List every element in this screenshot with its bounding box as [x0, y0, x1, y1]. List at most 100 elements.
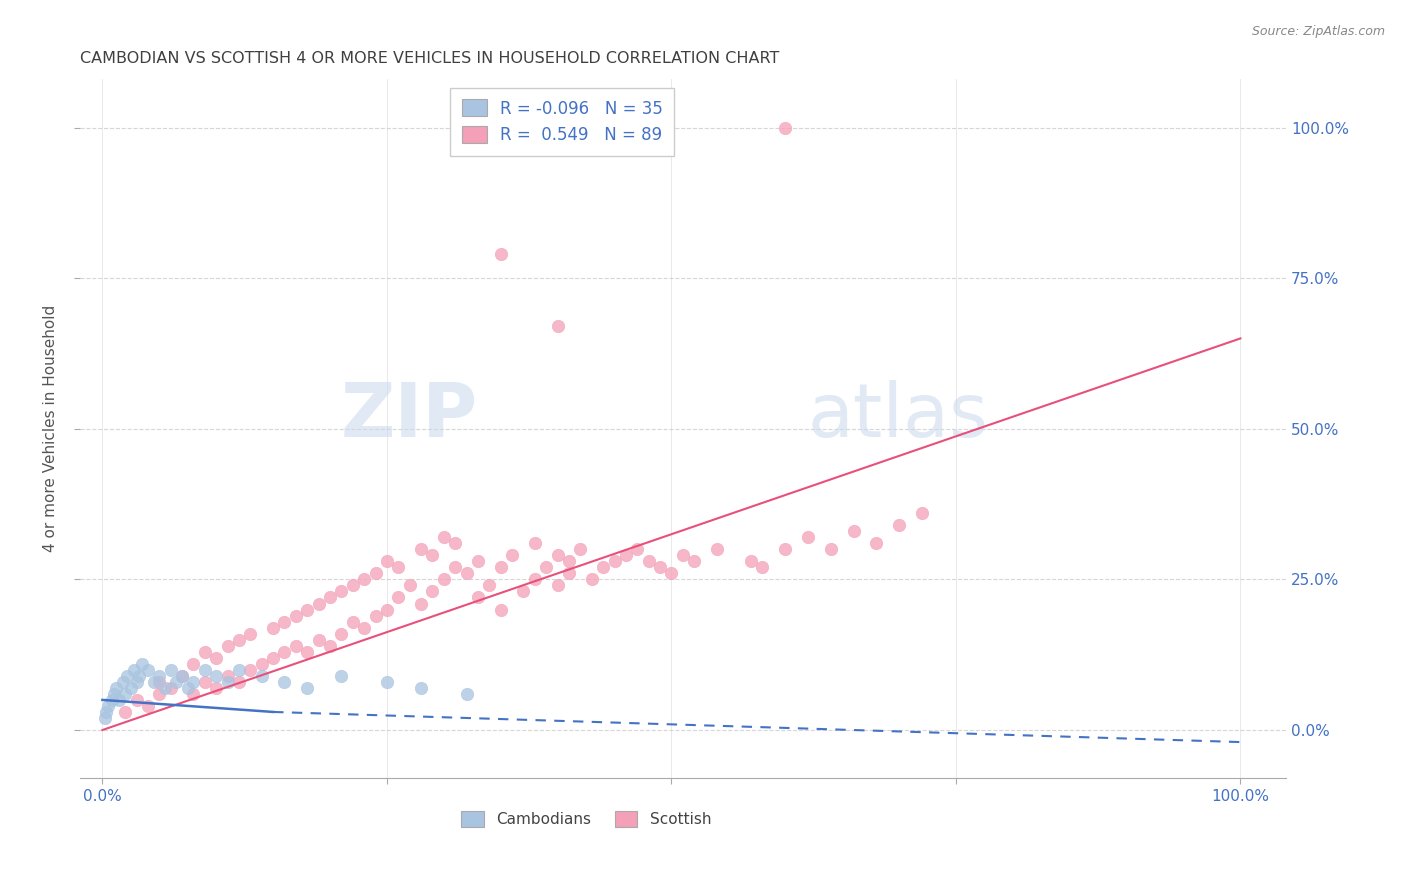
Point: [614, 549, 637, 563]
Point: [194, 674, 217, 689]
Point: [433, 573, 456, 587]
Point: [478, 578, 501, 592]
Point: [319, 639, 342, 653]
Point: [148, 674, 170, 689]
Point: [433, 530, 456, 544]
Point: [124, 663, 146, 677]
Point: [375, 602, 398, 616]
Point: [136, 698, 159, 713]
Point: [603, 554, 626, 568]
Point: [97, 698, 120, 713]
Point: [489, 602, 512, 616]
Point: [887, 518, 910, 533]
Point: [228, 663, 250, 677]
Point: [637, 554, 659, 568]
Point: [262, 621, 284, 635]
Point: [489, 560, 512, 574]
Point: [740, 554, 762, 568]
Point: [661, 566, 683, 581]
Point: [111, 674, 134, 689]
Point: [183, 674, 205, 689]
Point: [148, 669, 170, 683]
Point: [581, 573, 603, 587]
Point: [547, 549, 569, 563]
Point: [536, 560, 558, 574]
Point: [205, 650, 228, 665]
Point: [105, 681, 128, 695]
Point: [94, 705, 117, 719]
Point: [128, 669, 150, 683]
Point: [297, 602, 319, 616]
Point: [398, 578, 420, 592]
Text: ZIP: ZIP: [340, 380, 478, 453]
Point: [170, 669, 193, 683]
Point: [569, 542, 592, 557]
Point: [228, 674, 250, 689]
Point: [773, 120, 796, 135]
Point: [239, 626, 262, 640]
Point: [262, 650, 284, 665]
Point: [558, 554, 581, 568]
Point: [250, 669, 273, 683]
Point: [183, 687, 205, 701]
Point: [125, 693, 148, 707]
Point: [108, 693, 131, 707]
Point: [165, 674, 187, 689]
Point: [820, 542, 842, 557]
Point: [558, 566, 581, 581]
Point: [422, 584, 444, 599]
Point: [456, 566, 478, 581]
Point: [103, 687, 125, 701]
Y-axis label: 4 or more Vehicles in Household: 4 or more Vehicles in Household: [44, 305, 58, 552]
Point: [797, 530, 820, 544]
Legend: Cambodians, Scottish: Cambodians, Scottish: [456, 805, 717, 833]
Point: [194, 645, 217, 659]
Point: [409, 542, 432, 557]
Point: [353, 621, 375, 635]
Point: [364, 608, 387, 623]
Point: [153, 681, 176, 695]
Point: [114, 705, 136, 719]
Point: [364, 566, 387, 581]
Point: [444, 536, 467, 550]
Point: [159, 681, 181, 695]
Text: atlas: atlas: [808, 380, 988, 453]
Point: [523, 536, 546, 550]
Point: [409, 681, 432, 695]
Point: [547, 319, 569, 334]
Point: [842, 524, 865, 539]
Point: [205, 669, 228, 683]
Point: [353, 573, 375, 587]
Point: [250, 657, 273, 671]
Point: [114, 687, 136, 701]
Point: [284, 608, 307, 623]
Point: [512, 584, 534, 599]
Point: [142, 674, 165, 689]
Point: [117, 669, 139, 683]
Point: [273, 674, 295, 689]
Point: [239, 663, 262, 677]
Point: [342, 615, 364, 629]
Point: [626, 542, 648, 557]
Point: [467, 554, 489, 568]
Point: [217, 674, 239, 689]
Point: [125, 674, 148, 689]
Point: [93, 711, 115, 725]
Point: [159, 663, 181, 677]
Point: [284, 639, 307, 653]
Point: [308, 597, 330, 611]
Point: [342, 578, 364, 592]
Point: [865, 536, 887, 550]
Point: [648, 560, 671, 574]
Point: [683, 554, 706, 568]
Point: [330, 669, 353, 683]
Point: [911, 506, 934, 520]
Point: [330, 584, 353, 599]
Point: [319, 591, 342, 605]
Point: [672, 549, 695, 563]
Text: Source: ZipAtlas.com: Source: ZipAtlas.com: [1251, 25, 1385, 38]
Point: [444, 560, 467, 574]
Point: [217, 639, 239, 653]
Point: [467, 591, 489, 605]
Point: [523, 573, 546, 587]
